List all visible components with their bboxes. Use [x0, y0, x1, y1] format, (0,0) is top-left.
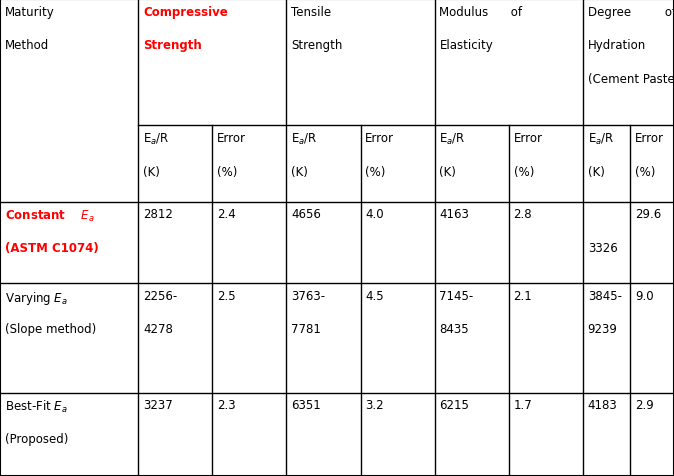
Text: 6215: 6215 [439, 398, 469, 411]
Text: Error: Error [217, 132, 246, 145]
Text: 3845-: 3845- [588, 289, 621, 302]
Text: 4278: 4278 [143, 322, 173, 335]
Text: 3237: 3237 [143, 398, 173, 411]
Text: Error: Error [635, 132, 664, 145]
Text: Compressive: Compressive [143, 6, 228, 19]
Text: (%): (%) [217, 165, 237, 178]
Text: Constant    $E_a$: Constant $E_a$ [5, 208, 94, 223]
Text: 7781: 7781 [291, 322, 321, 335]
Text: 4163: 4163 [439, 208, 469, 221]
Text: 2.4: 2.4 [217, 208, 236, 221]
Text: Hydration: Hydration [588, 39, 646, 52]
Text: 3763-: 3763- [291, 289, 326, 302]
Text: (%): (%) [514, 165, 534, 178]
Text: Varying $E_a$: Varying $E_a$ [5, 289, 67, 306]
Text: 6351: 6351 [291, 398, 321, 411]
Text: E$_a$/R: E$_a$/R [291, 132, 317, 147]
Text: Degree         of: Degree of [588, 6, 674, 19]
Text: 29.6: 29.6 [635, 208, 661, 221]
Text: E$_a$/R: E$_a$/R [439, 132, 466, 147]
Text: (K): (K) [291, 165, 308, 178]
Text: 8435: 8435 [439, 322, 469, 335]
Text: Error: Error [365, 132, 394, 145]
Text: (Proposed): (Proposed) [5, 432, 68, 445]
Text: (%): (%) [365, 165, 386, 178]
Text: E$_a$/R: E$_a$/R [143, 132, 169, 147]
Text: (Cement Paste): (Cement Paste) [588, 72, 674, 85]
Text: Maturity: Maturity [5, 6, 55, 19]
Text: (K): (K) [143, 165, 160, 178]
Text: Error: Error [514, 132, 543, 145]
Text: 1.7: 1.7 [514, 398, 532, 411]
Text: (%): (%) [635, 165, 655, 178]
Text: 7145-: 7145- [439, 289, 474, 302]
Text: 9239: 9239 [588, 322, 617, 335]
Text: 2.3: 2.3 [217, 398, 236, 411]
Text: (Slope method): (Slope method) [5, 322, 96, 335]
Text: E$_a$/R: E$_a$/R [588, 132, 614, 147]
Text: 4656: 4656 [291, 208, 321, 221]
Text: (ASTM C1074): (ASTM C1074) [5, 241, 98, 254]
Text: 2.8: 2.8 [514, 208, 532, 221]
Text: 2.1: 2.1 [514, 289, 532, 302]
Text: Strength: Strength [291, 39, 342, 52]
Text: 4.0: 4.0 [365, 208, 384, 221]
Text: Method: Method [5, 39, 49, 52]
Text: (K): (K) [588, 165, 605, 178]
Text: Best-Fit $E_a$: Best-Fit $E_a$ [5, 398, 67, 415]
Text: 2256-: 2256- [143, 289, 177, 302]
Text: 2.5: 2.5 [217, 289, 236, 302]
Text: Tensile: Tensile [291, 6, 332, 19]
Text: 4183: 4183 [588, 398, 617, 411]
Text: 2.9: 2.9 [635, 398, 654, 411]
Text: Strength: Strength [143, 39, 202, 52]
Text: Modulus      of: Modulus of [439, 6, 522, 19]
Text: Elasticity: Elasticity [439, 39, 493, 52]
Text: 3.2: 3.2 [365, 398, 384, 411]
Text: 2812: 2812 [143, 208, 173, 221]
Text: 4.5: 4.5 [365, 289, 384, 302]
Text: 3326: 3326 [588, 241, 617, 254]
Text: 9.0: 9.0 [635, 289, 654, 302]
Text: (K): (K) [439, 165, 456, 178]
